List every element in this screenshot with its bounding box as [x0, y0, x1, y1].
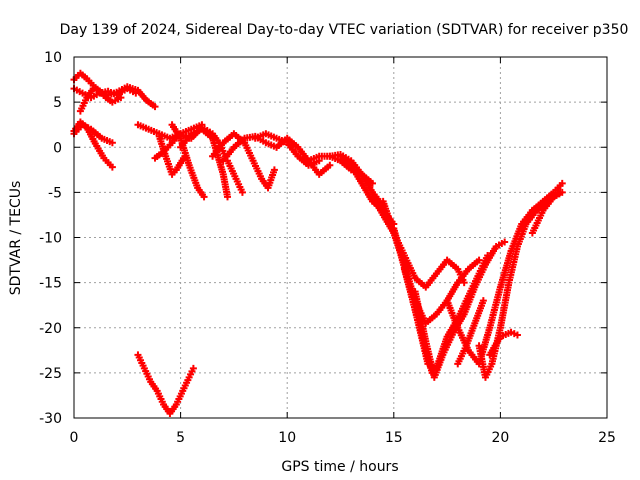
- y-tick-label: -30: [39, 411, 62, 427]
- x-tick-label: 5: [176, 430, 185, 446]
- x-tick-label: 0: [70, 430, 79, 446]
- data-point: [108, 139, 116, 147]
- data-point: [189, 364, 197, 372]
- series-15: [251, 130, 323, 169]
- series-29: [518, 179, 566, 232]
- series-22: [390, 224, 492, 372]
- series-26: [454, 297, 487, 368]
- data-point: [117, 94, 125, 102]
- series-13: [224, 157, 246, 196]
- x-axis-label: GPS time / hours: [281, 459, 398, 475]
- series-11: [209, 130, 249, 160]
- x-tick-label: 15: [385, 430, 403, 446]
- data-point: [558, 179, 566, 187]
- grid-lines: [74, 57, 607, 418]
- series-1: [70, 85, 140, 102]
- x-tick-label: 10: [278, 430, 296, 446]
- data-point: [479, 297, 487, 305]
- chart-title: Day 139 of 2024, Sidereal Day-to-day VTE…: [60, 22, 629, 38]
- data-points: [70, 69, 566, 417]
- y-axis-ticks: -30 -25 -20 -15 -10 -5 0 5 10: [39, 50, 607, 427]
- data-point: [326, 161, 334, 169]
- data-point: [132, 89, 140, 97]
- data-point: [501, 238, 509, 246]
- data-point: [270, 166, 278, 174]
- data-point: [475, 256, 483, 264]
- data-point: [224, 193, 232, 201]
- series-28: [486, 328, 521, 359]
- series-31: [134, 351, 197, 417]
- x-tick-label: 20: [491, 430, 509, 446]
- y-tick-label: 10: [44, 50, 62, 66]
- y-tick-label: 0: [53, 140, 62, 156]
- series-25: [443, 202, 547, 368]
- y-tick-label: -5: [48, 185, 62, 201]
- y-tick-label: -20: [39, 321, 62, 337]
- y-tick-label: -25: [39, 366, 62, 382]
- x-tick-label: 25: [598, 430, 616, 446]
- data-point: [238, 188, 246, 196]
- series-24: [411, 238, 509, 381]
- series-30: [528, 188, 566, 237]
- data-point: [558, 188, 566, 196]
- y-axis-label: SDTVAR / TECUs: [8, 181, 24, 296]
- data-point: [108, 163, 116, 171]
- data-point: [513, 331, 521, 339]
- y-tick-label: 5: [53, 95, 62, 111]
- x-axis-ticks: 0 5 10 15 20 25: [70, 57, 616, 446]
- data-point: [460, 279, 468, 287]
- series-4: [76, 85, 125, 115]
- series-14: [241, 139, 278, 192]
- y-tick-label: -10: [39, 231, 62, 247]
- y-tick-label: -15: [39, 276, 62, 292]
- data-point: [151, 103, 159, 111]
- data-point: [200, 193, 208, 201]
